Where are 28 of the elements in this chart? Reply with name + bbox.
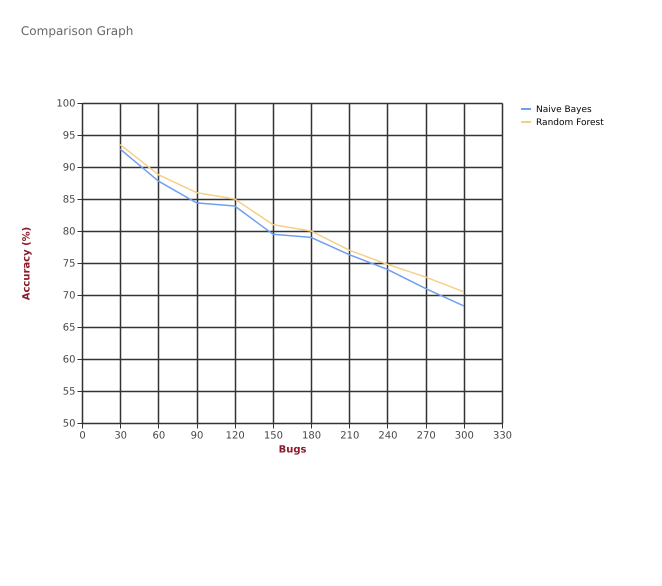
x-tick-label: 30 (114, 430, 128, 442)
x-tick-label: 270 (416, 430, 436, 442)
legend-label: Random Forest (536, 118, 604, 128)
y-tick-label: 65 (62, 322, 76, 334)
y-tick-label: 95 (62, 130, 76, 142)
y-tick-label: 100 (56, 98, 76, 110)
y-tick-label: 60 (62, 354, 76, 366)
y-tick-label: 85 (62, 194, 76, 206)
x-tick-label: 90 (190, 430, 204, 442)
y-tick-label: 50 (62, 418, 76, 430)
y-tick-label: 80 (62, 226, 76, 238)
x-tick-label: 210 (340, 430, 360, 442)
x-tick-label: 120 (226, 430, 245, 442)
x-axis-title: Bugs (278, 444, 306, 456)
y-tick-label: 55 (62, 386, 76, 398)
y-tick-label: 90 (62, 162, 76, 174)
x-tick-label: 60 (152, 430, 166, 442)
y-tick-label: 75 (62, 258, 76, 270)
x-tick-label: 0 (79, 430, 86, 442)
x-tick-label: 240 (378, 430, 398, 442)
x-tick-label: 330 (492, 430, 512, 442)
y-tick-label: 70 (62, 290, 76, 302)
x-tick-label: 150 (264, 430, 283, 442)
x-tick-label: 180 (302, 430, 322, 442)
x-tick-label: 300 (454, 430, 474, 442)
chart-title: Comparison Graph (20, 24, 134, 38)
legend-label: Naive Bayes (536, 105, 592, 115)
y-axis-title: Accuracy (%) (21, 226, 32, 300)
